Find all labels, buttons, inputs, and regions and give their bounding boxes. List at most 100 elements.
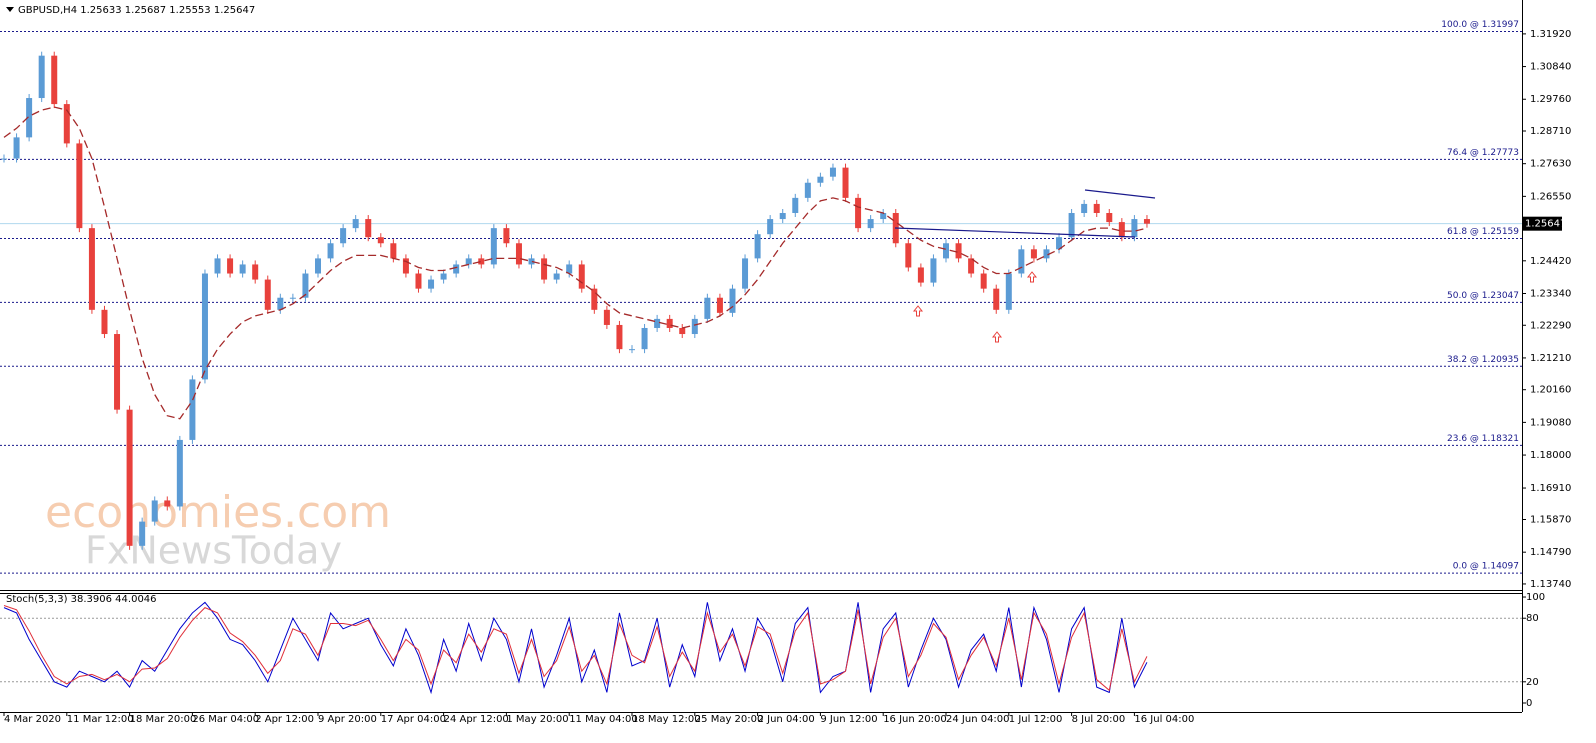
candle (139, 521, 146, 546)
candle (114, 334, 121, 410)
level-label: 76.4 @ 1.27773 (1447, 148, 1519, 158)
candle (101, 309, 108, 335)
candle (917, 267, 924, 283)
candle (315, 258, 321, 274)
level-label: 38.2 @ 1.20935 (1447, 355, 1519, 365)
candle (201, 273, 208, 380)
level-label: 50.0 @ 1.23047 (1447, 291, 1519, 301)
y-tick-label: 1.18000 (1530, 450, 1571, 461)
candle (63, 104, 70, 144)
candle (553, 273, 560, 280)
candle (578, 264, 585, 289)
candle (390, 243, 397, 259)
x-tick-label: 18 May 12:00 (632, 714, 701, 725)
candle (905, 243, 912, 268)
moving-average (3, 106, 1148, 420)
candle (289, 297, 296, 299)
candle (1043, 249, 1050, 259)
candle (930, 258, 937, 283)
candle (503, 228, 510, 244)
x-tick-label: 17 Apr 04:00 (381, 714, 446, 725)
y-tick-label: 1.15870 (1530, 515, 1571, 526)
y-tick-label: 0 (1526, 698, 1532, 709)
candle (38, 55, 45, 99)
candle (1018, 249, 1025, 274)
candle (1005, 273, 1012, 310)
candle (616, 324, 623, 350)
trend-line (894, 227, 1136, 238)
candle (478, 258, 485, 265)
plot-area: 100.0 @ 1.31997 76.4 @ 1.27773 61.8 @ 1.25… (0, 20, 1522, 695)
menu-triangle (6, 7, 14, 12)
x-tick-label: 26 Mar 04:00 (192, 714, 259, 725)
trend-line (1084, 189, 1156, 199)
arrow (1026, 271, 1038, 283)
candle (654, 318, 661, 328)
candle (151, 500, 158, 522)
candle (666, 318, 673, 328)
candle (779, 213, 786, 220)
candle (189, 379, 196, 440)
y-tick-label: 100 (1526, 592, 1545, 603)
candle (691, 318, 698, 335)
candle (465, 258, 472, 265)
y-tick-label: 1.28710 (1530, 126, 1571, 137)
watermark-text: economies.com (45, 487, 391, 538)
candle (277, 297, 284, 310)
candle (528, 258, 535, 265)
candle (943, 243, 949, 259)
candle (415, 273, 422, 289)
candle (641, 327, 648, 350)
candle (164, 500, 171, 507)
y-tick-label: 1.23340 (1530, 288, 1571, 299)
candle (227, 258, 234, 274)
candle (742, 258, 749, 289)
y-tick-label: 20 (1526, 677, 1539, 688)
candle (76, 143, 83, 229)
x-tick-label: 24 Jun 04:00 (946, 714, 1010, 725)
x-tick-label: 9 Jun 12:00 (820, 714, 877, 725)
y-tick-label: 1.30840 (1530, 62, 1571, 73)
candle (340, 228, 347, 244)
candle (817, 176, 824, 183)
level-label: 100.0 @ 1.31997 (1441, 20, 1519, 30)
candle (1143, 219, 1150, 224)
indicator-title: Stoch(5,3,3) 38.3906 44.0046 (6, 594, 157, 605)
last-price-box (1522, 216, 1562, 231)
x-tick-label: 16 Jul 04:00 (1134, 714, 1194, 725)
candle (365, 219, 372, 238)
y-tick-label: 1.24420 (1530, 256, 1571, 267)
candle (566, 264, 573, 274)
candle (842, 167, 849, 198)
x-tick-label: 24 Apr 12:00 (444, 714, 509, 725)
y-tick-label: 1.29760 (1530, 94, 1571, 105)
watermark-text: FxNewsToday (85, 529, 342, 573)
candle (88, 228, 95, 310)
candle (880, 213, 887, 220)
arrow (991, 331, 1003, 343)
candle (1068, 213, 1075, 238)
y-tick-label: 1.31920 (1530, 29, 1571, 40)
candle (126, 409, 133, 546)
last-price-label: 1.25647 (1525, 219, 1566, 230)
y-tick-label: 1.19080 (1530, 417, 1571, 428)
y-tick-label: 1.22290 (1530, 320, 1571, 331)
candle (214, 258, 221, 274)
candle (980, 273, 987, 289)
candle (1131, 219, 1138, 238)
candle (591, 288, 598, 310)
x-tick-label: 18 Mar 20:00 (130, 714, 197, 725)
y-tick-label: 1.13740 (1530, 579, 1571, 590)
candle (440, 273, 447, 280)
candle (855, 197, 862, 229)
candle (428, 279, 435, 289)
x-tick-label: 2 Apr 12:00 (255, 714, 314, 725)
candle (829, 167, 836, 177)
x-tick-label: 25 May 20:00 (695, 714, 764, 725)
candle (754, 234, 761, 259)
candle (453, 264, 460, 274)
